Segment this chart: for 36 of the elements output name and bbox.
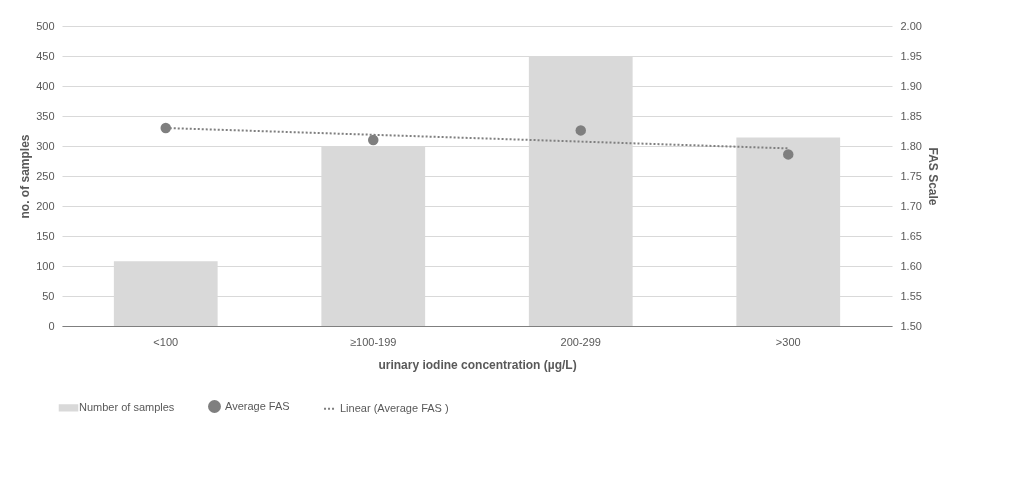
- legend-label: Number of samples: [79, 400, 175, 413]
- y-tick-label: 50: [42, 289, 55, 302]
- y2-tick-label: 1.85: [900, 109, 922, 122]
- y-tick-label: 150: [36, 229, 55, 242]
- x-axis-title: urinary iodine concentration (µg/L): [378, 357, 577, 372]
- y2-tick-label: 1.55: [900, 289, 922, 302]
- x-tick-label: <100: [153, 335, 179, 348]
- x-tick-label: ≥100-199: [350, 335, 397, 348]
- y-tick-label: 250: [36, 169, 55, 182]
- y2-tick-label: 1.60: [900, 259, 922, 272]
- y-tick-label: 200: [36, 199, 55, 212]
- y2-tick-label: 1.70: [900, 199, 922, 212]
- y2-tick-label: 1.65: [900, 229, 922, 242]
- point: [160, 122, 171, 134]
- legend-label: Linear (Average FAS ): [340, 401, 449, 414]
- y2-tick-label: 1.90: [900, 79, 922, 92]
- y-tick-label: 500: [36, 19, 55, 32]
- y-tick-label: 300: [36, 139, 55, 152]
- point: [783, 149, 794, 160]
- y-tick-label: 400: [36, 79, 55, 92]
- point: [368, 134, 379, 146]
- y-axis-title: no. of samples: [18, 134, 33, 219]
- y-tick-label: 350: [36, 109, 55, 122]
- y-tick-label: 100: [36, 259, 55, 272]
- y-tick-label: 0: [48, 319, 55, 332]
- legend-label: Average FAS: [225, 399, 290, 412]
- point: [575, 125, 586, 136]
- y2-tick-label: 1.50: [900, 319, 922, 332]
- y2-tick-label: 1.75: [900, 169, 922, 182]
- x-tick-label: 200-299: [560, 335, 601, 348]
- y2-tick-label: 2.00: [900, 19, 922, 32]
- y2-tick-label: 1.80: [900, 139, 922, 152]
- y2-axis-title: FAS Scale: [925, 147, 940, 206]
- y2-tick-label: 1.95: [900, 49, 922, 62]
- x-tick-label: >300: [775, 335, 801, 348]
- y-tick-label: 450: [36, 49, 55, 62]
